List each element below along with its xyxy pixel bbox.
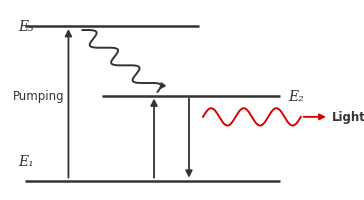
Text: E₁: E₁	[18, 154, 33, 168]
Text: E₂: E₂	[289, 89, 304, 103]
Text: E₃: E₃	[18, 20, 33, 34]
Text: Pumping: Pumping	[13, 90, 64, 103]
Text: Light: Light	[332, 111, 364, 124]
